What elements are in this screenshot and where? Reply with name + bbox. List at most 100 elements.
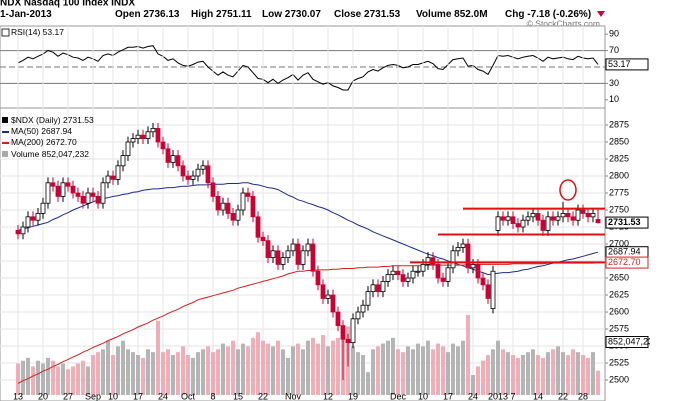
volume-bar — [231, 340, 235, 395]
candle-body — [275, 250, 281, 265]
candle-body — [205, 165, 211, 184]
legend-name: MA(50) — [11, 126, 39, 136]
candle-body — [215, 196, 221, 211]
x-tick-label: 17 — [133, 391, 143, 401]
volume-bar — [121, 340, 125, 395]
x-tick-label: 7 — [510, 391, 515, 401]
candle-body — [220, 202, 226, 211]
volume-bar — [276, 340, 280, 395]
volume-bar — [301, 349, 305, 395]
volume-bar — [471, 375, 475, 395]
volume-bar — [96, 352, 100, 395]
volume-bar — [401, 352, 405, 395]
candle-body — [425, 257, 431, 265]
volume-bar — [156, 320, 160, 395]
volume-bar — [416, 343, 420, 395]
legend-value: 2687.94 — [41, 126, 72, 136]
value-box-label: 852,047,232 — [608, 336, 658, 346]
candle-body — [165, 148, 171, 163]
volume-bar — [216, 349, 220, 395]
legend-name: MA(200) — [11, 137, 44, 147]
volume-bar — [246, 346, 250, 395]
volume-bar — [556, 346, 560, 395]
candle-body — [300, 250, 306, 265]
candle-body — [340, 325, 346, 340]
volume-bar — [51, 360, 55, 395]
volume-bar — [411, 349, 415, 395]
close-label: Close — [334, 9, 362, 20]
moving-average — [17, 182, 599, 276]
volume-bar — [386, 340, 390, 395]
volume-bar — [566, 355, 570, 395]
volume-bar — [501, 349, 505, 395]
legend-entry: Volume 852,047,232 — [11, 149, 89, 159]
price-plot — [0, 108, 605, 401]
candle-body — [210, 182, 216, 197]
volume-bar — [326, 346, 330, 395]
volume-bar — [576, 352, 580, 395]
y-tick-label: 2525 — [609, 357, 629, 367]
candle-body — [70, 185, 76, 194]
volume-bar — [36, 360, 40, 395]
volume-bar — [476, 366, 480, 395]
volume-bar — [186, 355, 190, 395]
candle-body — [420, 264, 426, 272]
volume-bar — [66, 369, 70, 395]
x-tick-label: 14 — [533, 391, 543, 401]
volume-value: 852.0M — [454, 9, 487, 20]
volume-bar — [436, 343, 440, 395]
volume-bar — [271, 346, 275, 395]
candle-body — [120, 155, 126, 167]
candle-body — [465, 243, 471, 269]
candle-body — [520, 219, 526, 228]
low-label: Low — [262, 9, 282, 20]
volume-bar — [281, 349, 285, 395]
candle-body — [265, 240, 271, 259]
low-value: 2730.07 — [285, 9, 322, 20]
candle-body — [55, 185, 61, 197]
volume-bar — [206, 346, 210, 395]
x-tick-label: 8 — [210, 391, 215, 401]
volume-bar — [241, 343, 245, 395]
candle-body — [560, 213, 566, 218]
volume-bar — [166, 349, 170, 395]
candle-body — [320, 284, 326, 299]
down-arrow — [597, 11, 605, 17]
candle-body — [310, 243, 316, 272]
volume-bar — [336, 337, 340, 395]
candle-body — [535, 213, 541, 221]
legend-marker — [2, 117, 8, 123]
legend-name: $NDX (Daily) — [11, 115, 61, 125]
candle-body — [530, 213, 536, 218]
candle-body — [35, 213, 41, 221]
volume-bar — [226, 346, 230, 395]
volume-bar — [16, 363, 20, 395]
x-tick-label: Sep — [85, 391, 101, 401]
volume-bar — [131, 352, 135, 395]
candle-body — [260, 236, 266, 242]
candle-body — [115, 165, 121, 180]
volume-bar — [366, 372, 370, 395]
x-tick-label: 24 — [468, 391, 478, 401]
volume-bar — [431, 349, 435, 395]
candle-body — [140, 134, 146, 140]
volume-bar — [481, 360, 485, 395]
candle-body — [315, 270, 321, 286]
candle-body — [335, 311, 341, 327]
y-tick-label: 2500 — [609, 374, 629, 384]
volume-bar — [426, 340, 430, 395]
volume-bar — [546, 352, 550, 395]
candle-body — [355, 311, 361, 320]
candle-body — [125, 141, 131, 157]
volume-bar — [56, 366, 60, 395]
volume-bar — [176, 352, 180, 395]
candle-body — [585, 213, 591, 218]
legend-entry: MA(50) 2687.94 — [11, 126, 72, 136]
volume-bar — [286, 357, 290, 395]
rsi-legend: RSI(14) 53.17 — [11, 27, 64, 37]
y-tick-label: 10 — [609, 94, 619, 104]
x-tick-label: 24 — [158, 391, 168, 401]
x-tick-label: 28 — [578, 391, 588, 401]
candle-body — [85, 192, 91, 204]
